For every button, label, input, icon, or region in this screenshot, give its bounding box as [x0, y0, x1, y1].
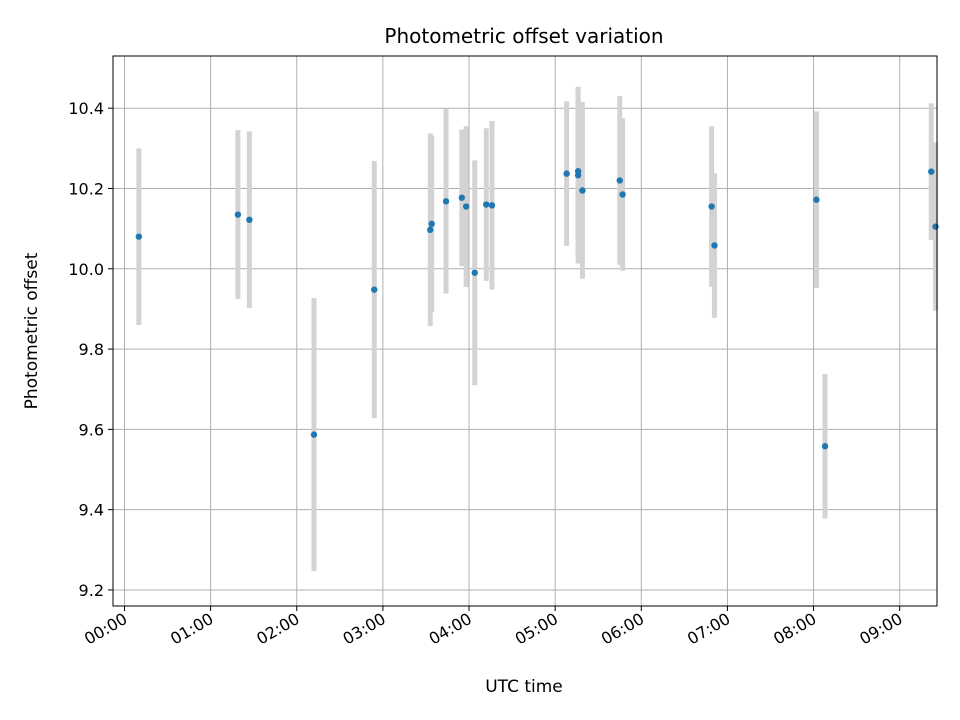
data-point: [371, 286, 378, 293]
x-axis-label: UTC time: [485, 677, 563, 697]
data-point: [488, 202, 496, 209]
data-point: [458, 194, 466, 201]
data-point: [246, 216, 253, 223]
data-point: [471, 269, 478, 276]
y-axis: 9.2 9.4 9.6 9.8 10.0 10.2 10.4: [68, 99, 113, 600]
x-tick-label: 07:00: [684, 609, 733, 649]
data-point: [932, 223, 939, 230]
y-tick-label: 10.0: [68, 260, 104, 279]
x-tick-label: 06:00: [598, 609, 647, 649]
y-tick-label: 9.4: [79, 501, 104, 520]
data-point: [310, 431, 318, 438]
x-tick-label: 09:00: [856, 609, 905, 649]
data-point: [821, 443, 829, 450]
data-point: [427, 226, 434, 234]
x-tick-label: 00:00: [81, 609, 130, 649]
y-tick-label: 9.2: [79, 581, 104, 600]
y-tick-label: 9.8: [79, 340, 104, 359]
data-point: [616, 177, 623, 184]
x-tick-label: 03:00: [339, 609, 388, 649]
data-point: [428, 220, 435, 228]
data-point: [462, 203, 470, 210]
data-point: [708, 203, 715, 210]
data-point: [579, 187, 586, 194]
y-tick-label: 9.6: [79, 420, 104, 439]
grid: [113, 56, 937, 606]
data-point: [813, 196, 820, 203]
x-tick-label: 01:00: [167, 609, 216, 649]
chart-title: Photometric offset variation: [384, 24, 663, 48]
x-tick-label: 02:00: [253, 609, 302, 649]
data-point: [619, 191, 626, 198]
data-point: [135, 233, 143, 240]
x-tick-label: 08:00: [770, 609, 819, 649]
y-tick-label: 10.4: [68, 99, 104, 118]
data-point: [563, 170, 570, 177]
data-point: [483, 201, 490, 208]
data-point: [711, 242, 718, 249]
data-point: [928, 168, 935, 175]
plot-frame: [112, 55, 938, 607]
x-axis: 00:00 01:00 02:00 03:00 04:00 05:00 06:00 07:00…: [81, 606, 906, 649]
data-point: [442, 198, 450, 205]
x-tick-label: 04:00: [426, 609, 475, 649]
data-point: [234, 211, 242, 218]
y-axis-label: Photometric offset: [22, 252, 42, 409]
x-tick-label: 05:00: [512, 609, 561, 649]
error-bars: [136, 86, 939, 572]
y-tick-label: 10.2: [68, 179, 104, 198]
data-point: [574, 168, 582, 175]
